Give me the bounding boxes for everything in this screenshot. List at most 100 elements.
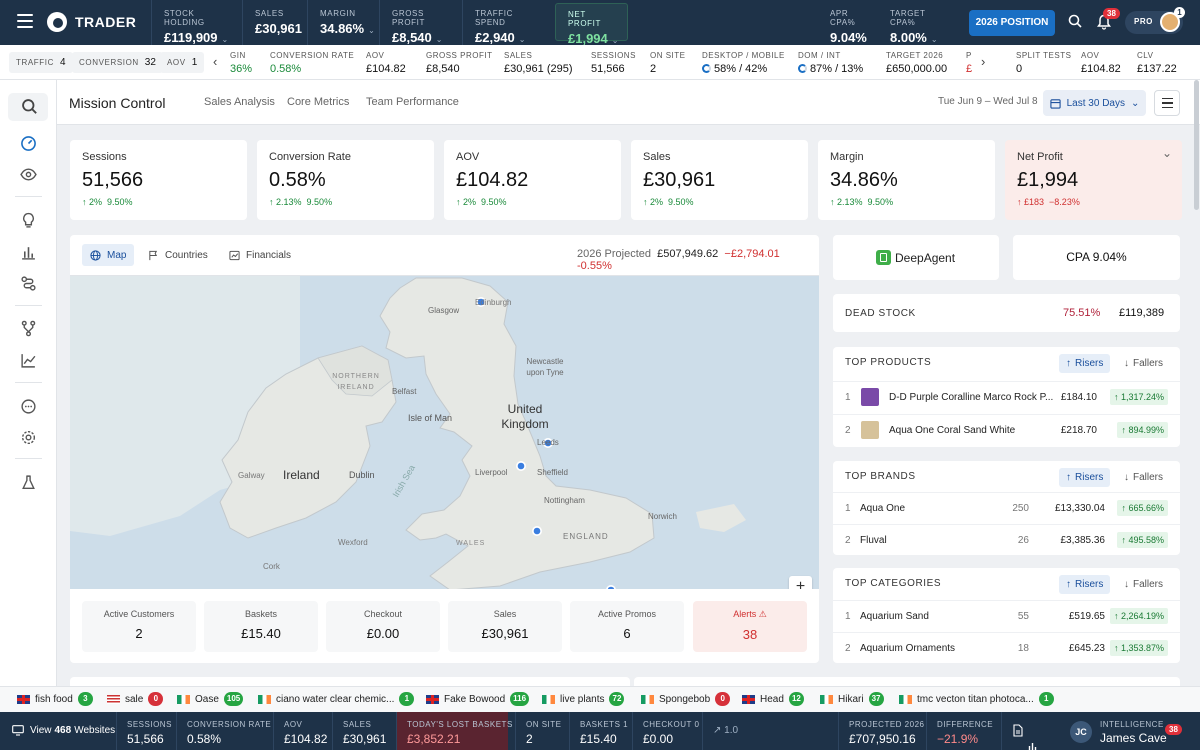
map-view[interactable]: Edinburgh Glasgow NORTHERN IRELAND Belfa…: [70, 275, 819, 589]
metric-net-profit[interactable]: NET PROFIT £1,994 ⌄: [555, 3, 628, 46]
zoom-in-button[interactable]: +: [789, 576, 812, 589]
metric-stock-holding[interactable]: STOCK HOLDING £119,909 ⌄: [151, 0, 242, 45]
flask-icon[interactable]: [20, 474, 37, 491]
globe-icon: [90, 249, 101, 261]
list-item[interactable]: 1 Aquarium Sand 55 £519.65 ↑ 2,264.19%: [833, 600, 1180, 632]
scrollbar[interactable]: [1194, 80, 1199, 210]
chat-icon[interactable]: [20, 398, 37, 415]
search-term-tag[interactable]: live plants 72: [542, 692, 625, 706]
rank: 1: [845, 503, 851, 514]
search-icon[interactable]: [1068, 14, 1082, 28]
bar-chart-icon[interactable]: [20, 244, 37, 261]
scroll-right-icon[interactable]: ›: [981, 54, 986, 69]
lightbulb-icon[interactable]: [20, 212, 37, 229]
line-chart-icon[interactable]: [20, 352, 37, 369]
scroll-left-icon[interactable]: ‹: [213, 54, 218, 69]
list-item[interactable]: 2 Aqua One Coral Sand White £218.70 ↑ 89…: [833, 414, 1180, 446]
date-range-text: Tue Jun 9 – Wed Jul 8: [938, 96, 1038, 107]
sidebar-search-button[interactable]: [8, 93, 48, 121]
dead-stock-card[interactable]: DEAD STOCK 75.51% £119,389: [833, 294, 1180, 332]
arrow-up-icon: ↑: [456, 197, 461, 207]
map-label: Dublin: [349, 470, 375, 480]
risers-button[interactable]: ↑ Risers: [1059, 468, 1111, 487]
metric-label: AOV: [366, 51, 385, 60]
brand-count: 250: [1012, 503, 1029, 514]
stat-checkout[interactable]: Checkout £0.00: [326, 601, 440, 652]
view-websites-button[interactable]: View 468 Websites: [12, 725, 115, 736]
position-button[interactable]: 2026 POSITION: [969, 10, 1055, 36]
chip-label: AOV: [167, 58, 186, 67]
stat-sales[interactable]: Sales £30,961: [448, 601, 562, 652]
tab-team-performance[interactable]: Team Performance: [366, 96, 459, 108]
chevron-down-icon[interactable]: ⌄: [1161, 146, 1172, 160]
chip-traffic[interactable]: TRAFFIC 4: [9, 52, 73, 73]
metric-sales[interactable]: SALES £30,961: [242, 0, 307, 45]
document-icon[interactable]: [1012, 724, 1024, 737]
cpa-card[interactable]: CPA 9.04%: [1013, 235, 1180, 280]
bottom-trend[interactable]: ↗ 1.0: [702, 712, 838, 750]
metric-apr-cpa[interactable]: APR CPA% 9.04%: [818, 0, 878, 45]
kpi-card-sales[interactable]: Sales £30,961 ↑ 2% 9.50%: [631, 140, 808, 220]
risers-button[interactable]: ↑ Risers: [1059, 575, 1111, 594]
metric-traffic-spend[interactable]: TRAFFIC SPEND £2,940 ⌄: [462, 0, 553, 45]
list-view-button[interactable]: [1154, 90, 1180, 116]
avatar[interactable]: [1160, 12, 1180, 32]
search-icon[interactable]: [21, 98, 38, 115]
tab-countries[interactable]: Countries: [140, 244, 216, 266]
list-item[interactable]: 1 Aqua One 250 £13,330.04 ↑ 665.66%: [833, 492, 1180, 524]
kpi-delta: 2.13%: [837, 197, 863, 207]
bottom-metric-lost-baskets[interactable]: TODAY'S LOST BASKETS £3,852.21: [396, 712, 512, 750]
fallers-button[interactable]: ↓ Fallers: [1117, 575, 1170, 594]
tab-financials[interactable]: Financials: [221, 244, 299, 266]
brand-count: 26: [1017, 535, 1029, 546]
user-info[interactable]: INTELLIGENCE James Cave: [1100, 720, 1167, 745]
search-term-tag[interactable]: sale 0: [107, 692, 164, 706]
search-term-tag[interactable]: fish food 3: [17, 692, 93, 706]
chip-conversion[interactable]: CONVERSION 32: [72, 52, 163, 73]
route-icon[interactable]: [20, 275, 37, 292]
metric-target-cpa[interactable]: TARGET CPA% 8.00% ⌄: [878, 0, 958, 45]
chip-aov[interactable]: AOV 1: [160, 52, 205, 73]
app-name: TRADER: [75, 14, 137, 30]
metric-margin[interactable]: MARGIN 34.86% ⌄: [307, 0, 379, 45]
kpi-card-net-profit[interactable]: Net Profit £1,994 ↑ £183 −8.23% ⌄: [1005, 140, 1182, 220]
kpi-card-margin[interactable]: Margin 34.86% ↑ 2.13% 9.50%: [818, 140, 995, 220]
search-term-tag[interactable]: Fake Bowood 116: [426, 692, 530, 706]
menu-icon[interactable]: [17, 14, 33, 28]
kpi-card-aov[interactable]: AOV £104.82 ↑ 2% 9.50%: [444, 140, 621, 220]
eye-icon[interactable]: [20, 166, 37, 183]
search-term-tag[interactable]: Spongebob 0: [641, 692, 731, 706]
dashboard-gauge-icon[interactable]: [20, 135, 37, 152]
stat-active-promos[interactable]: Active Promos 6: [570, 601, 684, 652]
search-term-tag[interactable]: Head 12: [742, 692, 804, 706]
deepagent-card[interactable]: DeepAgent: [833, 235, 999, 280]
kpi-card-conversion-rate[interactable]: Conversion Rate 0.58% ↑ 2.13% 9.50%: [257, 140, 434, 220]
search-term-tag[interactable]: tmc vecton titan photoca... 1: [899, 692, 1054, 706]
list-item[interactable]: 2 Fluval 26 £3,385.36 ↑ 495.58%: [833, 524, 1180, 556]
tab-map[interactable]: Map: [82, 244, 135, 266]
stat-baskets[interactable]: Baskets £15.40: [204, 601, 318, 652]
search-term-tag[interactable]: Hikari 37: [820, 692, 884, 706]
date-range-button[interactable]: Last 30 Days ⌄: [1043, 90, 1146, 116]
tag-count: 105: [223, 692, 244, 706]
stat-active-customers[interactable]: Active Customers 2: [82, 601, 196, 652]
bar-chart-icon[interactable]: [1026, 740, 1039, 750]
tab-sales-analysis[interactable]: Sales Analysis: [204, 96, 275, 108]
stat-alerts[interactable]: Alerts ⚠ 38: [693, 601, 807, 652]
change-value: 1,317.24%: [1120, 392, 1164, 402]
search-term-tag[interactable]: Oase 105: [177, 692, 244, 706]
risers-button[interactable]: ↑ Risers: [1059, 354, 1111, 373]
metric-gross-profit[interactable]: GROSS PROFIT £8,540 ⌄: [379, 0, 462, 45]
search-term-tag[interactable]: ciano water clear chemic... 1: [258, 692, 415, 706]
gear-icon[interactable]: [20, 429, 37, 446]
projected-value: £507,949.62: [657, 248, 719, 260]
list-item[interactable]: 2 Aquarium Ornaments 18 £645.23 ↑ 1,353.…: [833, 632, 1180, 664]
branch-icon[interactable]: [20, 320, 37, 337]
user-avatar[interactable]: JC: [1070, 721, 1092, 743]
fallers-button[interactable]: ↓ Fallers: [1117, 468, 1170, 487]
fallers-button[interactable]: ↓ Fallers: [1117, 354, 1170, 373]
list-item[interactable]: 1 D-D Purple Coralline Marco Rock P... £…: [833, 381, 1180, 413]
tab-core-metrics[interactable]: Core Metrics: [287, 96, 350, 108]
kpi-card-sessions[interactable]: Sessions 51,566 ↑ 2% 9.50%: [70, 140, 247, 220]
app-logo[interactable]: TRADER: [47, 12, 136, 32]
